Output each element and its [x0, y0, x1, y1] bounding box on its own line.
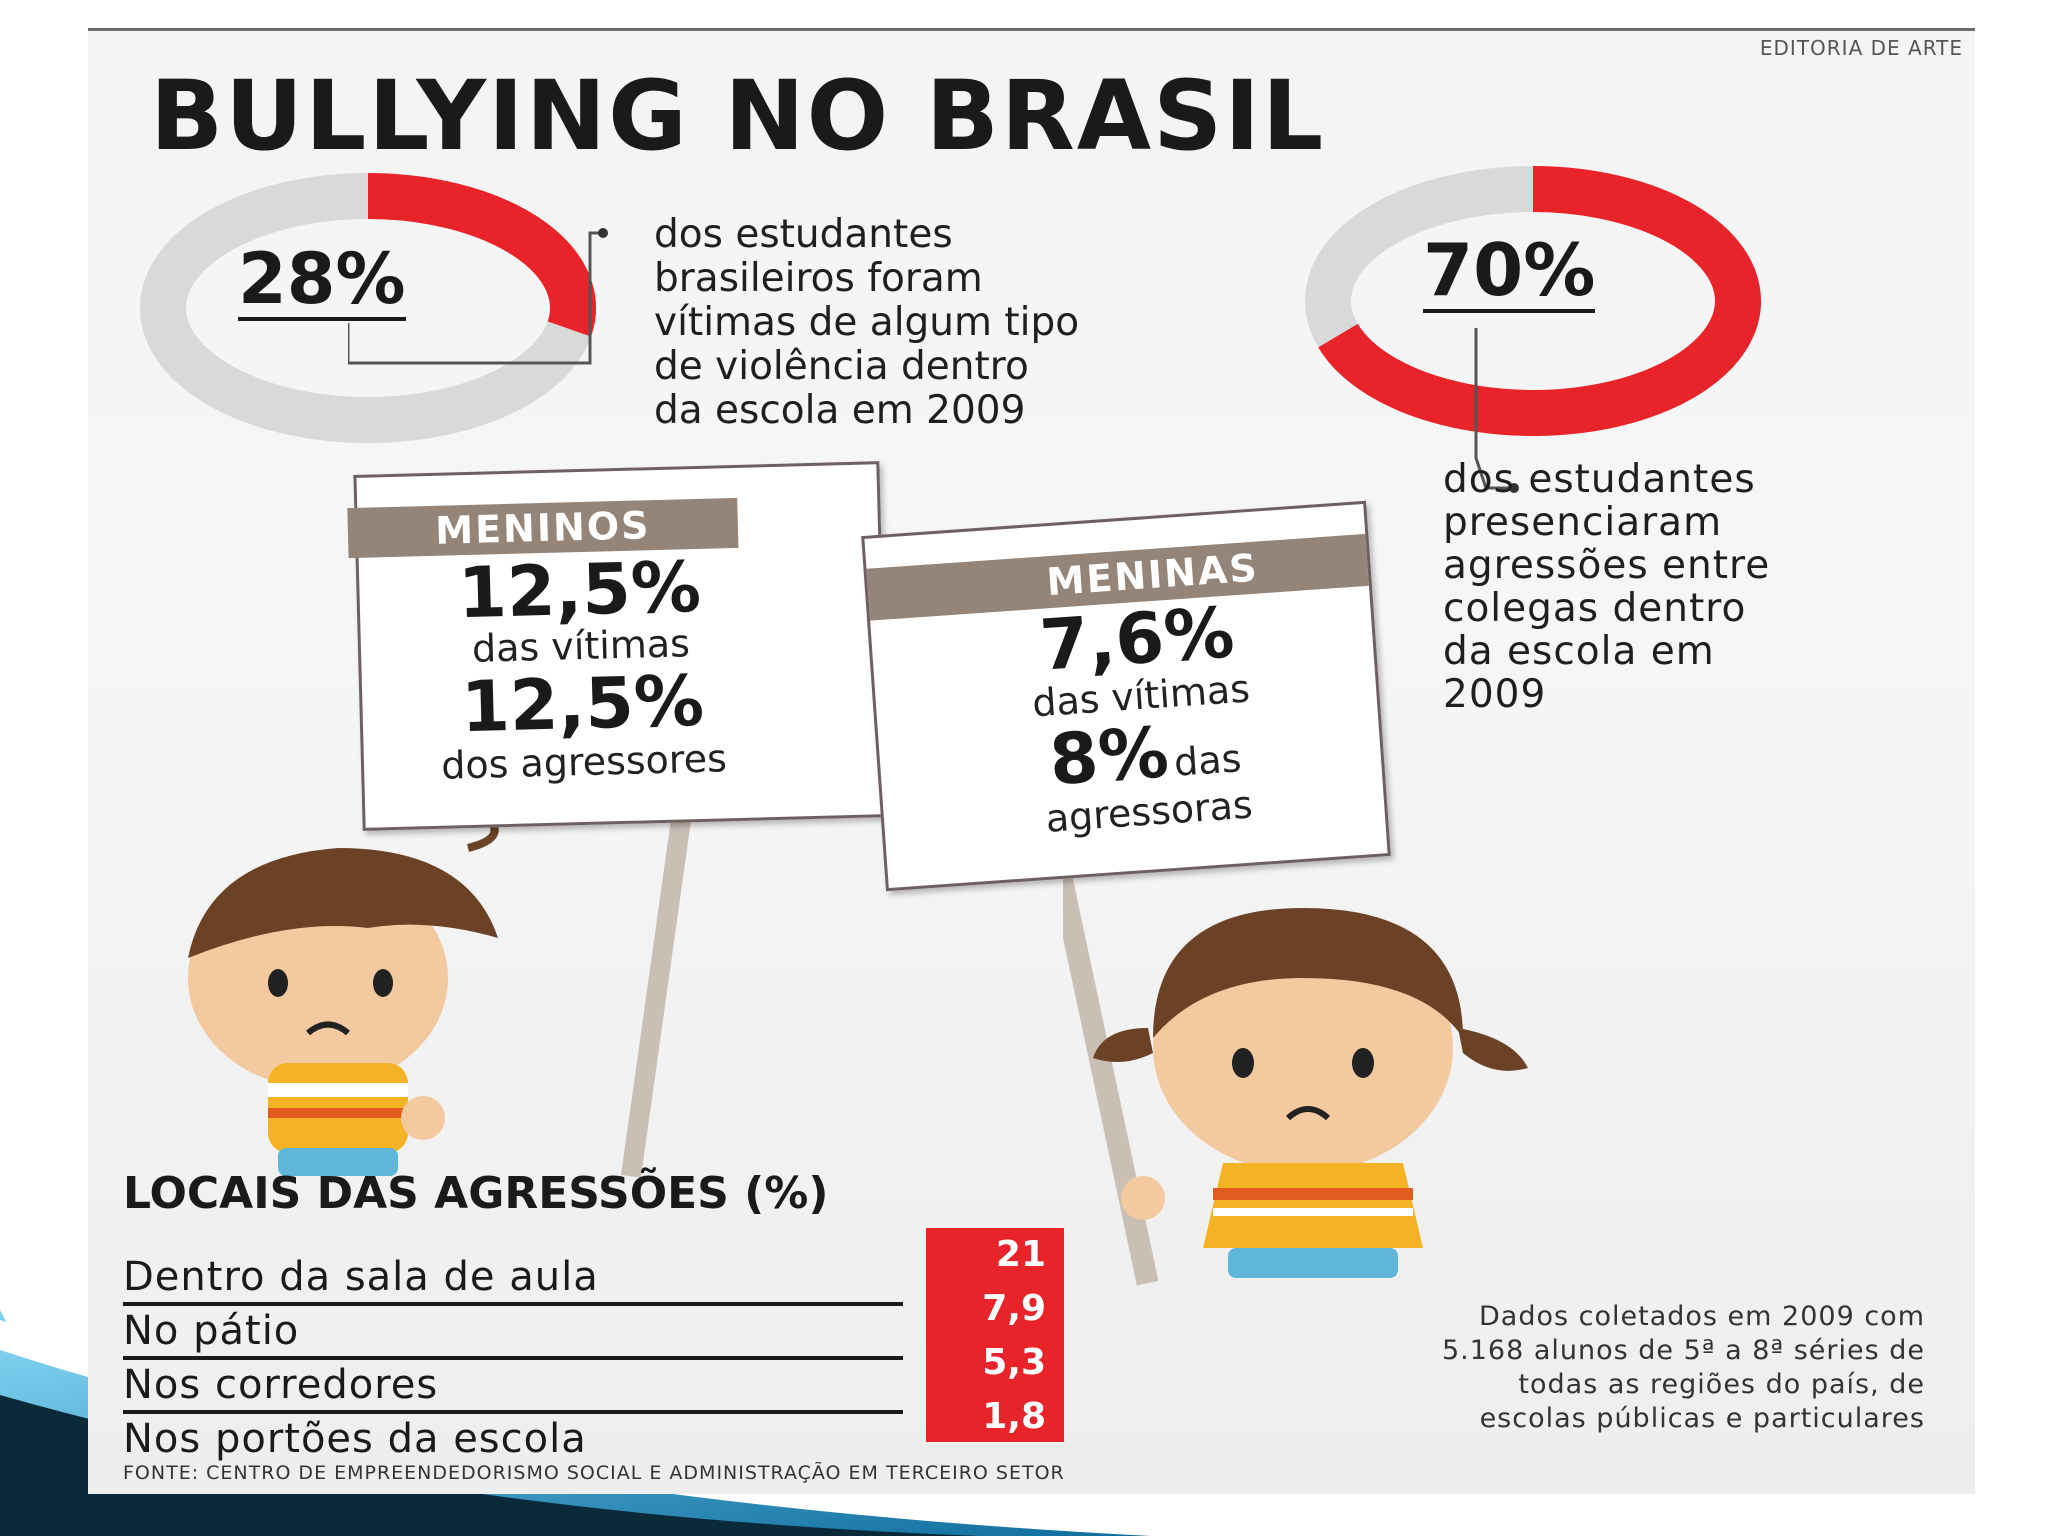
location-label: Nos portões da escola: [123, 1416, 587, 1462]
data-collection-note: Dados coletados em 2009 com 5.168 alunos…: [1205, 1300, 1925, 1436]
girls-aggressors-pct: 8%: [1046, 711, 1172, 802]
victims-line-4: de violência dentro: [654, 344, 1029, 389]
witness-line-2: presenciaram: [1443, 500, 1723, 545]
victims-percentage: 28%: [238, 238, 406, 321]
witness-line-3: agressões entre: [1443, 543, 1771, 588]
witness-line-5: da escola em: [1443, 629, 1715, 674]
victims-line-2: brasileiros foram: [654, 256, 983, 301]
location-label: Nos corredores: [123, 1362, 439, 1408]
location-label: No pátio: [123, 1308, 300, 1354]
sign-boys: MENINOS 12,5% das vítimas 12,5% dos agre…: [347, 461, 889, 831]
witness-percentage: 70%: [1423, 228, 1596, 313]
note-line-2: 5.168 alunos de 5ª a 8ª séries de: [1441, 1335, 1925, 1366]
victims-description: dos estudantes brasileiros foram vítimas…: [654, 213, 1079, 433]
location-label: Dentro da sala de aula: [123, 1254, 599, 1300]
donut-arc-victims: [367, 173, 596, 337]
witness-line-6: 2009: [1443, 672, 1547, 717]
location-value: 5,3: [982, 1342, 1046, 1383]
credit-label: EDITORIA DE ARTE: [1759, 36, 1963, 60]
top-rule: [88, 28, 1975, 31]
sign-girls: MENINAS 7,6% das vítimas 8% das agressor…: [861, 500, 1391, 892]
donut-chart-victims: [140, 173, 596, 443]
location-row: Nos portões da escola: [123, 1412, 903, 1464]
witness-line-1: dos estudantes: [1443, 457, 1756, 502]
girl-illustration: [1063, 870, 1528, 1286]
note-line-3: todas as regiões do país, de: [1518, 1369, 1925, 1400]
note-line-4: escolas públicas e particulares: [1479, 1403, 1925, 1434]
note-line-1: Dados coletados em 2009 com: [1478, 1301, 1925, 1332]
witness-description: dos estudantes presenciaram agressões en…: [1443, 458, 1770, 716]
girls-aggressors-label-1: das: [1172, 736, 1243, 785]
donut-arc-witness: [1318, 166, 1761, 436]
connector-line-witness: [1474, 328, 1519, 493]
boy-illustration: [188, 818, 691, 1178]
location-value: 21: [995, 1234, 1046, 1275]
boys-aggressors-pct: 12,5%: [460, 659, 705, 749]
location-row: Nos corredores: [123, 1358, 903, 1414]
connector-line-victims: [348, 228, 608, 365]
infographic-panel: EDITORIA DE ARTE BULLYING NO BRASIL 28% …: [88, 28, 1975, 1494]
location-values-box: 21 7,9 5,3 1,8: [926, 1228, 1064, 1442]
victims-line-1: dos estudantes: [654, 212, 953, 257]
location-row: Dentro da sala de aula: [123, 1250, 903, 1306]
location-row: No pátio: [123, 1304, 903, 1360]
page-title: BULLYING NO BRASIL: [150, 60, 1326, 172]
locations-title: LOCAIS DAS AGRESSÕES (%): [123, 1168, 829, 1219]
location-value: 1,8: [982, 1396, 1046, 1437]
victims-line-5: da escola em 2009: [654, 388, 1026, 433]
witness-line-4: colegas dentro: [1443, 586, 1747, 631]
boys-victims-pct: 12,5%: [457, 545, 702, 635]
source-footnote: FONTE: CENTRO DE EMPREENDEDORISMO SOCIAL…: [123, 1462, 1065, 1484]
location-value: 7,9: [982, 1288, 1046, 1329]
victims-line-3: vítimas de algum tipo: [654, 300, 1080, 345]
donut-chart-witness: [1305, 166, 1761, 436]
